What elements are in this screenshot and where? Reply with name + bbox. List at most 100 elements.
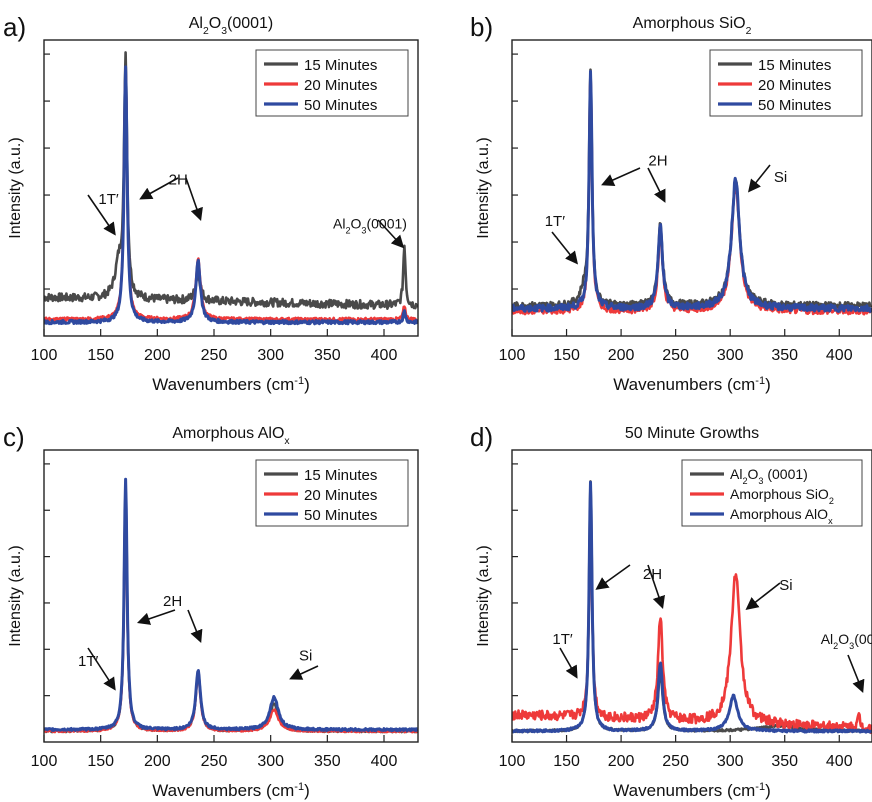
annotation-label: 1T′ [98, 191, 119, 208]
x-tick-label: 300 [257, 753, 284, 770]
annotation-arrow [377, 219, 405, 249]
x-tick-label: 350 [771, 347, 798, 364]
panel-label: b) [470, 12, 493, 42]
y-axis-label: Intensity (a.u.) [475, 545, 492, 646]
x-tick-label: 150 [87, 347, 114, 364]
annotation-label: 2H [643, 566, 662, 583]
annotation-arrow [289, 665, 319, 680]
x-tick-label: 350 [314, 753, 341, 770]
chart-panel-1: a) Al2O3(0001) 100 150 200 250 300 350 400 Wavenu… [3, 12, 419, 394]
legend-label: 15 Minutes [758, 57, 831, 74]
annotation-arrow [601, 167, 641, 186]
series-line [512, 507, 872, 734]
annotation-arrow [847, 654, 865, 693]
chart-title: 50 Minute Growths [625, 425, 759, 442]
annotation-arrow [87, 194, 116, 236]
series-line [44, 490, 418, 734]
x-tick-label: 400 [826, 753, 853, 770]
legend-label: 50 Minutes [304, 97, 377, 114]
annotation-arrow [139, 177, 179, 200]
legend-label: Amorphous SiO2 [730, 486, 834, 506]
annotation-arrow [647, 167, 666, 203]
x-tick-label: 100 [499, 347, 526, 364]
legend-label: Al2O3 (0001) [730, 466, 808, 486]
x-tick-label: 150 [553, 347, 580, 364]
annotation-arrow [87, 647, 116, 691]
chart-title: Amorphous AlOx [172, 425, 290, 447]
x-axis-label: Wavenumbers (cm-1) [152, 375, 309, 394]
legend-label: Amorphous AlOx [730, 506, 833, 526]
x-tick-label: 300 [257, 347, 284, 364]
x-tick-label: 400 [371, 347, 398, 364]
x-tick-label: 200 [144, 753, 171, 770]
annotation-label: 1T′ [552, 631, 573, 648]
plot-frame [43, 449, 419, 743]
chart-title: Amorphous SiO2 [633, 15, 752, 37]
annotation-arrow [551, 231, 578, 265]
annotation-label: 2H [169, 172, 188, 189]
annotation-label: Si [779, 577, 792, 594]
annotation-label: Si [299, 648, 312, 665]
legend-label: 15 Minutes [304, 57, 377, 74]
legend-label: 20 Minutes [304, 487, 377, 504]
annotation-label: 1T′ [78, 653, 99, 670]
x-tick-label: 150 [553, 753, 580, 770]
annotation-label: 2H [163, 593, 182, 610]
annotation-label: 1T′ [545, 213, 566, 230]
x-axis-label: Wavenumbers (cm-1) [613, 781, 770, 800]
panel-label: d) [470, 422, 493, 452]
annotation-arrow [136, 609, 176, 625]
series-line [44, 65, 418, 326]
series-line [44, 51, 418, 310]
chart-title: Al2O3(0001) [189, 15, 274, 37]
y-axis-label: Intensity (a.u.) [7, 137, 24, 238]
annotation-arrow [647, 564, 665, 610]
x-tick-label: 300 [717, 753, 744, 770]
annotation-arrow [595, 564, 631, 590]
annotation-arrow [187, 609, 203, 643]
series-line [512, 480, 872, 734]
annotation-arrow [745, 582, 781, 610]
x-tick-label: 100 [31, 347, 58, 364]
annotation-arrow [185, 177, 203, 222]
x-tick-label: 300 [717, 347, 744, 364]
x-tick-label: 250 [201, 753, 228, 770]
plot-frame [511, 449, 872, 743]
legend-label: 15 Minutes [304, 467, 377, 484]
x-axis-label: Wavenumbers (cm-1) [152, 781, 309, 800]
x-tick-label: 400 [371, 753, 398, 770]
x-tick-label: 100 [31, 753, 58, 770]
annotation-label: Al2O3(0001) [333, 216, 407, 236]
x-tick-label: 250 [662, 753, 689, 770]
panel-label: a) [3, 12, 26, 42]
x-axis-label: Wavenumbers (cm-1) [613, 375, 770, 394]
x-tick-label: 200 [608, 347, 635, 364]
series-line [44, 477, 418, 733]
x-tick-label: 200 [144, 347, 171, 364]
chart-panel-3: c) Amorphous AlOx 100 150 200 250 300 350 400 Wav… [3, 422, 419, 800]
y-axis-label: Intensity (a.u.) [7, 545, 24, 646]
x-tick-label: 250 [662, 347, 689, 364]
x-tick-label: 150 [87, 753, 114, 770]
annotation-arrow [748, 164, 771, 193]
plot-frame [43, 39, 419, 337]
x-tick-label: 400 [826, 347, 853, 364]
legend-label: 50 Minutes [758, 97, 831, 114]
x-tick-label: 350 [771, 753, 798, 770]
x-tick-label: 100 [499, 753, 526, 770]
y-axis-label: Intensity (a.u.) [475, 137, 492, 238]
x-tick-label: 250 [201, 347, 228, 364]
panel-label: c) [3, 422, 25, 452]
series-line [512, 70, 872, 313]
legend-label: 20 Minutes [758, 77, 831, 94]
x-tick-label: 200 [608, 753, 635, 770]
annotation-arrow [559, 647, 578, 679]
legend-label: 20 Minutes [304, 77, 377, 94]
legend-label: 50 Minutes [304, 507, 377, 524]
annotation-label: 2H [648, 152, 667, 169]
annotation-label: Al2O3(0001) [821, 631, 872, 651]
x-tick-label: 350 [314, 347, 341, 364]
plot-frame [511, 39, 872, 337]
chart-panel-2: b) Amorphous SiO2 100 150 200 250 300 350 400 Wav… [470, 12, 872, 394]
